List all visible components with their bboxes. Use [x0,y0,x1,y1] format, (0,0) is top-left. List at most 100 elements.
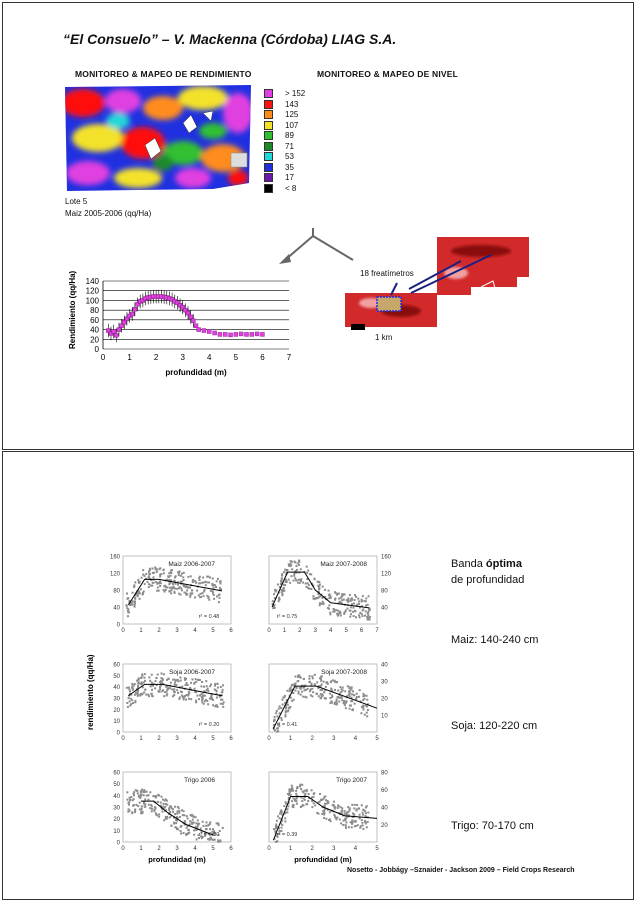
r2-annotation: r² = 0.39 [277,832,298,838]
legend-label: 125 [285,110,299,119]
scatter-point [343,593,346,596]
scatter-point [169,681,172,684]
scatter-point [168,816,171,819]
scatter-point [328,818,331,821]
scatter-point [361,811,364,814]
scatter-point [330,688,333,691]
scatter-point [311,799,314,802]
scatter-point [191,579,194,582]
scatter-point [282,583,285,586]
scatter-point [153,571,156,574]
scatter-point [277,723,280,726]
scatter-point [331,701,334,704]
scatter-point [292,579,295,582]
scatter-point [166,678,169,681]
scatter-point [208,822,211,825]
scatter-point [182,576,185,579]
scatter-point [276,835,279,838]
scatter-point [310,684,313,687]
scatter-point [323,813,326,816]
scatter-point [169,805,172,808]
data-point [217,332,223,337]
scatter-point [204,690,207,693]
scatter-point [333,815,336,818]
scatter-point [341,689,344,692]
scatter-point [287,564,290,567]
data-point [122,320,127,325]
scatter-point [147,576,150,579]
scatter-point [346,815,349,818]
scatter-point [346,600,349,603]
scatter-point [205,680,208,683]
x-tick-label: 6 [360,628,364,634]
soja-range: Soja: 120-220 cm [451,720,538,732]
scatter-point [301,783,304,786]
scatter-point [358,695,361,698]
scatter-point [134,691,137,694]
scatter-point [154,807,157,810]
scatter-point [220,691,223,694]
scatter-point [161,677,164,680]
data-point [124,316,130,322]
citation: Nosetto - Jobbágy –Sznaider - Jackson 20… [347,867,575,874]
scatter-point [163,590,166,593]
scatter-point [353,599,356,602]
scatter-point [189,592,192,595]
scatter-point [288,707,291,710]
scatter-point [198,582,201,585]
x-tick-label: 4 [354,736,358,742]
scatter-point [153,809,156,812]
scatter-point [209,821,212,824]
scatter-point [198,678,201,681]
scatter-point [297,675,300,678]
scatter-point [286,689,289,692]
x-tick-label: 4 [193,628,197,634]
scatter-point [158,815,161,818]
x-tick-label: 5 [211,736,215,742]
scatter-point [358,616,361,619]
scatter-point [340,596,343,599]
scatter-point [134,593,137,596]
scatter-point [144,688,147,691]
scatter-point [316,580,319,583]
scatter-point [288,793,291,796]
scatter-point [140,812,143,815]
scatter-point [217,824,220,827]
scatter-point [290,789,293,792]
scatter-point [193,829,196,832]
scatter-point [323,796,326,799]
scatter-point [361,824,364,827]
scatter-point [278,598,281,601]
y-tick-label: 40 [381,606,388,612]
scatter-point [335,609,338,612]
scatter-point [164,588,167,591]
scatter-point [337,805,340,808]
scatter-point [349,609,352,612]
scatter-point [305,696,308,699]
scatter-point [363,713,366,716]
scatter-point [366,618,369,621]
scatter-point [195,829,198,832]
scatter-point [148,676,151,679]
scatter-point [323,805,326,808]
scatter-point [350,826,353,829]
scatter-point [284,701,287,704]
scatter-point [179,574,182,577]
x-tick-label: 5 [211,628,215,634]
scatter-point [142,573,145,576]
scatter-point [165,799,168,802]
y-tick-label: 40 [113,794,120,800]
scatter-point [274,825,277,828]
legend-label: 107 [285,120,299,130]
scatter-point [321,812,324,815]
chart-trigo-2007: 20 40 60 80 0 1 2 3 4 5 Trigo 2007 r² = 0.39 profund… [267,771,388,865]
scatter-point [295,797,298,800]
scatter-point [328,607,331,610]
scatter-point [347,814,350,817]
scatter-point [364,821,367,824]
legend-item: 17 [264,173,294,183]
scatter-point [342,702,345,705]
scatter-point [127,803,130,806]
x-tick-label: 5 [344,628,348,634]
scatter-point [322,816,325,819]
